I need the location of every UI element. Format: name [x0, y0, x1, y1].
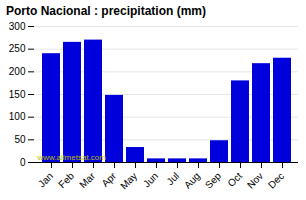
svg-text:Feb: Feb: [56, 170, 76, 190]
svg-text:Nov: Nov: [245, 170, 265, 190]
svg-text:200: 200: [9, 66, 26, 77]
svg-text:Dec: Dec: [266, 170, 286, 190]
svg-text:Oct: Oct: [225, 170, 244, 189]
svg-text:Mar: Mar: [77, 170, 97, 190]
svg-text:Apr: Apr: [99, 170, 118, 189]
svg-text:150: 150: [9, 89, 26, 100]
svg-text:www.allmetsat.com: www.allmetsat.com: [37, 153, 107, 162]
html-text:Porto Nacional : precipitation: Porto Nacional : precipitation (mm): [6, 4, 206, 18]
svg-text:0: 0: [20, 157, 26, 168]
svg-text:Aug: Aug: [182, 170, 202, 190]
svg-text:Jun: Jun: [141, 170, 160, 189]
svg-text:250: 250: [9, 43, 26, 54]
svg-text:100: 100: [9, 111, 26, 122]
svg-text:Sep: Sep: [203, 170, 224, 191]
svg-text:300: 300: [9, 21, 26, 32]
svg-text:50: 50: [14, 134, 26, 145]
svg-text:Jan: Jan: [36, 170, 55, 189]
svg-text:Jul: Jul: [164, 170, 181, 187]
svg-text:May: May: [118, 170, 139, 191]
